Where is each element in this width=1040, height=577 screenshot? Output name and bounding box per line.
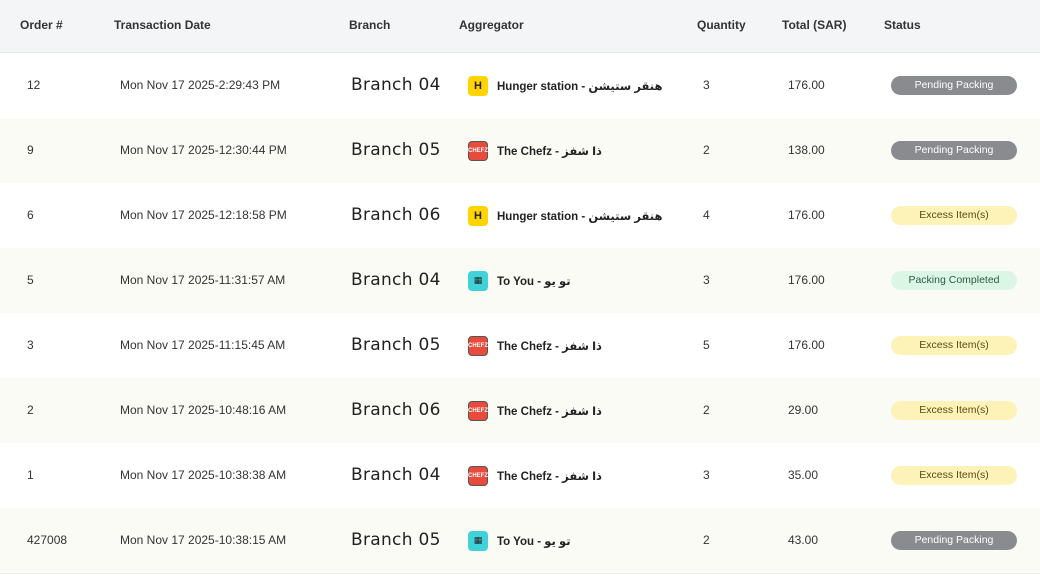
order-number[interactable]: 9	[27, 143, 34, 157]
aggregator-name: The Chefz - ذا شفز	[497, 145, 602, 158]
branch-name: Branch 06	[351, 205, 441, 225]
table-row[interactable]: 427008 Mon Nov 17 2025-10:38:15 AM Branch …	[0, 508, 1040, 574]
quantity: 3	[703, 468, 710, 482]
aggregator: CHEFZ The Chefz - ذا شفز	[468, 378, 602, 443]
the-chefz-logo-icon: CHEFZ	[468, 465, 488, 486]
total-sar: 43.00	[788, 533, 819, 547]
quantity: 2	[703, 533, 710, 547]
table-header: Order # Transaction Date Branch Aggregat…	[0, 0, 1040, 53]
aggregator-name: Hunger station - هنقر ستيشن	[497, 210, 663, 223]
the-chefz-logo-icon: CHEFZ	[468, 140, 488, 161]
hunger-station-logo-icon: H	[468, 205, 488, 226]
aggregator: H Hunger station - هنقر ستيشن	[468, 183, 662, 248]
branch-name: Branch 04	[351, 465, 441, 485]
quantity: 3	[703, 273, 710, 287]
aggregator-name: The Chefz - ذا شفز	[497, 470, 602, 483]
aggregator: CHEFZ The Chefz - ذا شفز	[468, 313, 602, 378]
total-sar: 176.00	[788, 273, 825, 287]
order-number[interactable]: 1	[27, 468, 34, 482]
aggregator-name: Hunger station - هنقر ستيشن	[497, 80, 663, 93]
aggregator-name: The Chefz - ذا شفز	[497, 405, 602, 418]
branch-name: Branch 05	[351, 530, 441, 550]
total-sar: 176.00	[788, 78, 825, 92]
status-badge[interactable]: Pending Packing	[891, 531, 1017, 550]
transaction-date: Mon Nov 17 2025-2:29:43 PM	[120, 78, 281, 92]
header-total[interactable]: Total (SAR)	[782, 18, 847, 32]
transaction-date: Mon Nov 17 2025-12:18:58 PM	[120, 208, 287, 222]
hunger-station-logo-icon: H	[468, 75, 488, 96]
status-badge[interactable]: Excess Item(s)	[891, 206, 1017, 225]
status-badge[interactable]: Excess Item(s)	[891, 336, 1017, 355]
status-badge[interactable]: Packing Completed	[891, 271, 1017, 290]
status-badge[interactable]: Pending Packing	[891, 76, 1017, 95]
header-transaction-date[interactable]: Transaction Date	[114, 18, 211, 32]
table-row[interactable]: 9 Mon Nov 17 2025-12:30:44 PM Branch 05 CHE…	[0, 118, 1040, 184]
table-row[interactable]: 5 Mon Nov 17 2025-11:31:57 AM Branch 04 ▦ To…	[0, 248, 1040, 314]
aggregator: ▦ To You - تو يو	[468, 508, 571, 573]
aggregator-name: To You - تو يو	[497, 275, 571, 288]
total-sar: 29.00	[788, 403, 819, 417]
total-sar: 138.00	[788, 143, 825, 157]
order-number[interactable]: 3	[27, 338, 34, 352]
the-chefz-logo-icon: CHEFZ	[468, 335, 488, 356]
table-row[interactable]: 12 Mon Nov 17 2025-2:29:43 PM Branch 04 H Hu…	[0, 53, 1040, 119]
aggregator: ▦ To You - تو يو	[468, 248, 571, 313]
transaction-date: Mon Nov 17 2025-11:31:57 AM	[120, 273, 286, 287]
the-chefz-logo-icon: CHEFZ	[468, 400, 488, 421]
quantity: 2	[703, 143, 710, 157]
order-number[interactable]: 6	[27, 208, 34, 222]
aggregator-name: The Chefz - ذا شفز	[497, 340, 602, 353]
total-sar: 35.00	[788, 468, 819, 482]
transaction-date: Mon Nov 17 2025-10:48:16 AM	[120, 403, 287, 417]
branch-name: Branch 05	[351, 335, 441, 355]
table-row[interactable]: 3 Mon Nov 17 2025-11:15:45 AM Branch 05 CHE…	[0, 313, 1040, 379]
transaction-date: Mon Nov 17 2025-11:15:45 AM	[120, 338, 286, 352]
status-badge[interactable]: Excess Item(s)	[891, 401, 1017, 420]
order-number[interactable]: 12	[27, 78, 41, 92]
branch-name: Branch 04	[351, 75, 441, 95]
header-status[interactable]: Status	[884, 18, 921, 32]
branch-name: Branch 05	[351, 140, 441, 160]
quantity: 3	[703, 78, 710, 92]
to-you-logo-icon: ▦	[468, 530, 488, 551]
aggregator: CHEFZ The Chefz - ذا شفز	[468, 118, 602, 183]
transaction-date: Mon Nov 17 2025-10:38:38 AM	[120, 468, 287, 482]
to-you-logo-icon: ▦	[468, 270, 488, 291]
status-badge[interactable]: Excess Item(s)	[891, 466, 1017, 485]
table-row[interactable]: 6 Mon Nov 17 2025-12:18:58 PM Branch 06 H Hu…	[0, 183, 1040, 249]
order-number[interactable]: 2	[27, 403, 34, 417]
aggregator: H Hunger station - هنقر ستيشن	[468, 53, 662, 118]
total-sar: 176.00	[788, 208, 825, 222]
branch-name: Branch 04	[351, 270, 441, 290]
total-sar: 176.00	[788, 338, 825, 352]
quantity: 4	[703, 208, 710, 222]
quantity: 5	[703, 338, 710, 352]
header-quantity[interactable]: Quantity	[697, 18, 746, 32]
branch-name: Branch 06	[351, 400, 441, 420]
header-branch[interactable]: Branch	[349, 18, 391, 32]
transaction-date: Mon Nov 17 2025-10:38:15 AM	[120, 533, 287, 547]
aggregator: CHEFZ The Chefz - ذا شفز	[468, 443, 602, 508]
transaction-date: Mon Nov 17 2025-12:30:44 PM	[120, 143, 287, 157]
aggregator-name: To You - تو يو	[497, 535, 571, 548]
header-order-number[interactable]: Order #	[20, 18, 63, 32]
order-number[interactable]: 5	[27, 273, 34, 287]
quantity: 2	[703, 403, 710, 417]
status-badge[interactable]: Pending Packing	[891, 141, 1017, 160]
header-aggregator[interactable]: Aggregator	[459, 18, 524, 32]
table-row[interactable]: 1 Mon Nov 17 2025-10:38:38 AM Branch 04 CHE…	[0, 443, 1040, 509]
table-row[interactable]: 2 Mon Nov 17 2025-10:48:16 AM Branch 06 CHE…	[0, 378, 1040, 444]
order-number[interactable]: 427008	[27, 533, 68, 547]
